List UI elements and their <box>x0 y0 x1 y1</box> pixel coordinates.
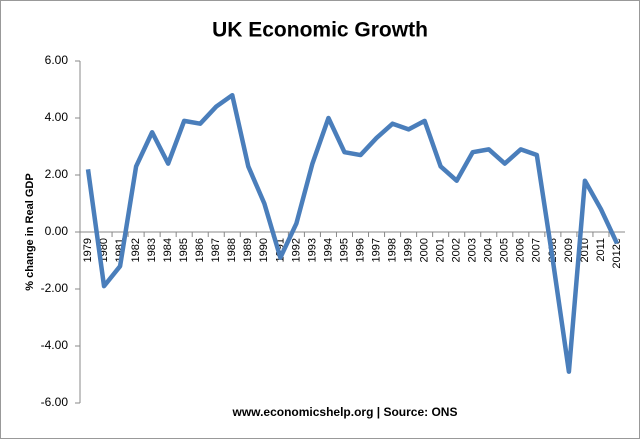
x-tick-label: 2009 <box>563 238 575 262</box>
x-tick-label: 1987 <box>210 238 222 262</box>
x-tick-label: 1999 <box>403 238 415 262</box>
x-tick-label: 2003 <box>467 238 479 262</box>
y-tick-label: -4.00 <box>41 338 69 352</box>
x-tick-label: 1993 <box>306 238 318 262</box>
x-tick-label: 2006 <box>515 238 527 262</box>
x-tick-label: 1979 <box>82 238 94 262</box>
y-tick-label: 6.00 <box>45 53 69 67</box>
y-tick-label: 2.00 <box>45 167 69 181</box>
x-tick-label: 1990 <box>258 238 270 262</box>
x-tick-label: 1986 <box>194 238 206 262</box>
x-tick-label: 2004 <box>483 238 495 262</box>
x-tick-label: 1994 <box>322 238 334 262</box>
x-tick-label: 2007 <box>531 238 543 262</box>
x-tick-label: 1998 <box>386 238 398 262</box>
x-tick-label: 1984 <box>162 238 174 262</box>
data-line <box>85 92 620 374</box>
x-tick-label: 2005 <box>499 238 511 262</box>
y-tick-label: 4.00 <box>45 110 69 124</box>
chart-title: UK Economic Growth <box>212 19 428 42</box>
source-note: www.economicshelp.org | Source: ONS <box>232 405 458 419</box>
x-tick-label: 2002 <box>451 238 463 262</box>
x-tick-label: 2011 <box>595 238 607 262</box>
x-tick-label: 1985 <box>178 238 190 262</box>
x-tick-label: 1992 <box>290 238 302 262</box>
x-tick-label: 1997 <box>370 238 382 262</box>
x-tick-label: 2012e <box>611 238 623 269</box>
x-tick-label: 1983 <box>146 238 158 262</box>
y-tick-label: 0.00 <box>45 224 69 238</box>
x-tick-label: 1988 <box>226 238 238 262</box>
y-tick-label: -6.00 <box>41 395 69 409</box>
x-tick-label: 1989 <box>242 238 254 262</box>
x-tick-label: 2001 <box>435 238 447 262</box>
x-tick-label: 1982 <box>130 238 142 262</box>
y-tick-label: -2.00 <box>41 281 69 295</box>
y-axis-title: % change in Real GDP <box>24 173 36 290</box>
x-tick-label: 2000 <box>419 238 431 262</box>
x-tick-label: 1996 <box>354 238 366 262</box>
x-tick-label: 1995 <box>338 238 350 262</box>
